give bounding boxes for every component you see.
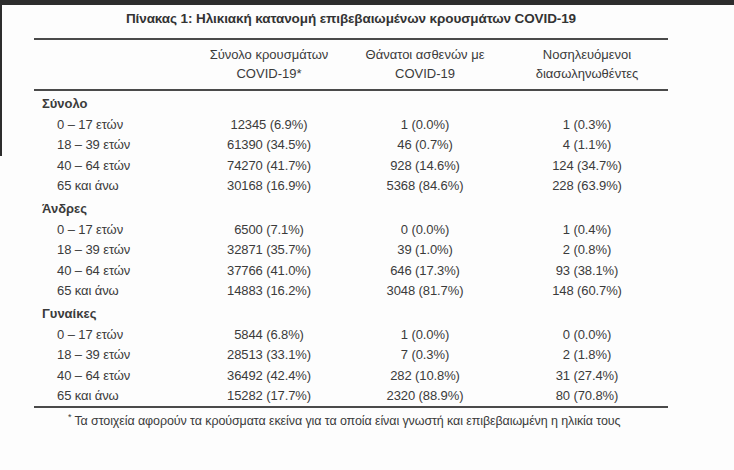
cases-cell: 30168 (16.9%) [194, 176, 344, 197]
intubated-cell: 31 (27.4%) [506, 365, 668, 386]
section-label: Σύνολο [34, 90, 668, 114]
age-label-cell: 18 – 39 ετών [34, 135, 194, 156]
header-intubated: Νοσηλευόμενοι διασωληνωθέντες [506, 39, 668, 90]
age-label-cell: 65 και άνω [34, 281, 194, 302]
header-intubated-line1: Νοσηλευόμενοι [506, 45, 668, 64]
age-label-cell: 18 – 39 ετών [34, 345, 194, 366]
section-label: Γυναίκες [34, 301, 668, 324]
cases-cell: 74270 (41.7%) [194, 155, 344, 176]
header-empty-cell [34, 39, 194, 90]
deaths-cell: 282 (10.8%) [344, 365, 506, 386]
deaths-cell: 1 (0.0%) [344, 324, 506, 345]
age-label-cell: 0 – 17 ετών [34, 219, 194, 240]
header-total-cases-line1: Σύνολο κρουσμάτων [194, 45, 344, 64]
intubated-cell: 2 (1.8%) [506, 345, 668, 366]
table-block: Πίνακας 1: Ηλικιακή κατανομή επιβεβαιωμέ… [34, 5, 668, 428]
section-header-row: Σύνολο [34, 90, 668, 114]
intubated-cell: 148 (60.7%) [506, 281, 668, 302]
intubated-cell: 0 (0.0%) [506, 324, 668, 345]
header-intubated-line2: διασωληνωθέντες [506, 64, 668, 83]
footnote-text: Τα στοιχεία αφορούν τα κρούσματα εκείνα … [74, 414, 620, 428]
header-deaths: Θάνατοι ασθενών με COVID-19 [344, 39, 506, 90]
deaths-cell: 0 (0.0%) [344, 219, 506, 240]
intubated-cell: 93 (38.1%) [506, 260, 668, 281]
cases-cell: 15282 (17.7%) [194, 386, 344, 408]
screenshot-left-edge [0, 0, 2, 156]
section-header-row: Άνδρες [34, 196, 668, 219]
deaths-cell: 46 (0.7%) [344, 135, 506, 156]
table-row: 18 – 39 ετών32871 (35.7%)39 (1.0%)2 (0.8… [34, 240, 668, 261]
cases-cell: 28513 (33.1%) [194, 345, 344, 366]
report-page: Πίνακας 1: Ηλικιακή κατανομή επιβεβαιωμέ… [0, 0, 734, 470]
table-row: 18 – 39 ετών28513 (33.1%)7 (0.3%)2 (1.8%… [34, 345, 668, 366]
intubated-cell: 228 (63.9%) [506, 176, 668, 197]
header-total-cases: Σύνολο κρουσμάτων COVID-19* [194, 39, 344, 90]
age-label-cell: 40 – 64 ετών [34, 260, 194, 281]
table-row: 0 – 17 ετών12345 (6.9%)1 (0.0%)1 (0.3%) [34, 114, 668, 135]
header-deaths-line2: COVID-19 [344, 64, 506, 83]
table-row: 0 – 17 ετών5844 (6.8%)1 (0.0%)0 (0.0%) [34, 324, 668, 345]
deaths-cell: 7 (0.3%) [344, 345, 506, 366]
intubated-cell: 1 (0.3%) [506, 114, 668, 135]
deaths-cell: 3048 (81.7%) [344, 281, 506, 302]
table-row: 65 και άνω15282 (17.7%)2320 (88.9%)80 (7… [34, 386, 668, 408]
header-deaths-line1: Θάνατοι ασθενών με [344, 45, 506, 64]
age-label-cell: 40 – 64 ετών [34, 365, 194, 386]
intubated-cell: 80 (70.8%) [506, 386, 668, 408]
age-label-cell: 18 – 39 ετών [34, 240, 194, 261]
deaths-cell: 5368 (84.6%) [344, 176, 506, 197]
cases-cell: 6500 (7.1%) [194, 219, 344, 240]
deaths-cell: 2320 (88.9%) [344, 386, 506, 408]
table-row: 40 – 64 ετών37766 (41.0%)646 (17.3%)93 (… [34, 260, 668, 281]
table-row: 0 – 17 ετών6500 (7.1%)0 (0.0%)1 (0.4%) [34, 219, 668, 240]
intubated-cell: 2 (0.8%) [506, 240, 668, 261]
intubated-cell: 1 (0.4%) [506, 219, 668, 240]
table-row: 65 και άνω30168 (16.9%)5368 (84.6%)228 (… [34, 176, 668, 197]
footnote-asterisk: * [68, 412, 71, 422]
age-label-cell: 65 και άνω [34, 176, 194, 197]
age-label-cell: 65 και άνω [34, 386, 194, 408]
deaths-cell: 928 (14.6%) [344, 155, 506, 176]
header-total-cases-line2: COVID-19* [194, 64, 344, 83]
table-title: Πίνακας 1: Ηλικιακή κατανομή επιβεβαιωμέ… [34, 5, 668, 26]
intubated-cell: 124 (34.7%) [506, 155, 668, 176]
intubated-cell: 4 (1.1%) [506, 135, 668, 156]
age-label-cell: 0 – 17 ετών [34, 324, 194, 345]
age-label-cell: 40 – 64 ετών [34, 155, 194, 176]
table-row: 65 και άνω14883 (16.2%)3048 (81.7%)148 (… [34, 281, 668, 302]
cases-cell: 32871 (35.7%) [194, 240, 344, 261]
section-label: Άνδρες [34, 196, 668, 219]
table-header: Σύνολο κρουσμάτων COVID-19* Θάνατοι ασθε… [34, 39, 668, 90]
cases-cell: 36492 (42.4%) [194, 365, 344, 386]
table-body: Σύνολο0 – 17 ετών12345 (6.9%)1 (0.0%)1 (… [34, 90, 668, 407]
deaths-cell: 646 (17.3%) [344, 260, 506, 281]
section-header-row: Γυναίκες [34, 301, 668, 324]
cases-cell: 12345 (6.9%) [194, 114, 344, 135]
cases-cell: 14883 (16.2%) [194, 281, 344, 302]
table-row: 40 – 64 ετών74270 (41.7%)928 (14.6%)124 … [34, 155, 668, 176]
cases-cell: 37766 (41.0%) [194, 260, 344, 281]
header-row: Σύνολο κρουσμάτων COVID-19* Θάνατοι ασθε… [34, 39, 668, 90]
table-row: 40 – 64 ετών36492 (42.4%)282 (10.8%)31 (… [34, 365, 668, 386]
age-label-cell: 0 – 17 ετών [34, 114, 194, 135]
cases-cell: 61390 (34.5%) [194, 135, 344, 156]
covid-age-distribution-table: Σύνολο κρουσμάτων COVID-19* Θάνατοι ασθε… [34, 38, 668, 408]
footnote: *Τα στοιχεία αφορούν τα κρούσματα εκείνα… [68, 408, 702, 428]
deaths-cell: 39 (1.0%) [344, 240, 506, 261]
table-row: 18 – 39 ετών61390 (34.5%)46 (0.7%)4 (1.1… [34, 135, 668, 156]
deaths-cell: 1 (0.0%) [344, 114, 506, 135]
cases-cell: 5844 (6.8%) [194, 324, 344, 345]
